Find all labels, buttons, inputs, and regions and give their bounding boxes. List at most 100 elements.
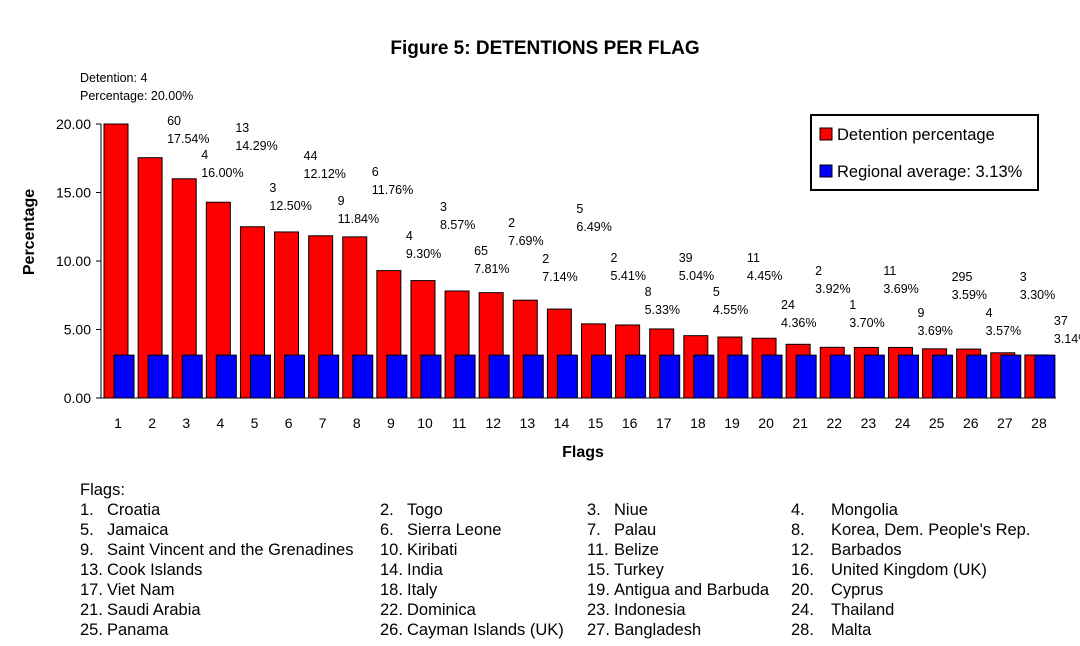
flag-key-number: 5. xyxy=(80,521,94,539)
x-tick-label: 28 xyxy=(1031,415,1047,431)
regional-average-bar xyxy=(113,354,135,399)
x-tick-label: 26 xyxy=(963,415,979,431)
flag-key-number: 4. xyxy=(791,501,805,519)
regional-average-bar xyxy=(454,354,476,399)
y-tick-label: 15.00 xyxy=(56,185,91,201)
regional-average-bar xyxy=(215,354,237,399)
flag-key-name: Togo xyxy=(407,501,443,519)
regional-average-bar xyxy=(556,354,578,399)
regional-average-bar xyxy=(249,354,271,399)
data-label-percentage: 11.76% xyxy=(372,183,413,197)
data-label-percentage: 6.49% xyxy=(576,220,611,234)
data-label-count: 11 xyxy=(747,251,760,265)
flag-key-name: India xyxy=(407,561,443,579)
flag-key-number: 3. xyxy=(587,501,601,519)
flag-key-number: 11. xyxy=(587,541,609,559)
flag-key-item: 12. Barbados xyxy=(791,540,902,560)
flag-key-item: 13. Cook Islands xyxy=(80,560,202,580)
regional-average-bar xyxy=(284,354,306,399)
data-label-percentage: 14.29% xyxy=(235,139,277,153)
regional-average-bar xyxy=(727,354,749,399)
flag-key-name: Croatia xyxy=(107,501,161,519)
flag-key-name: Saudi Arabia xyxy=(107,601,201,619)
data-label-count: 13 xyxy=(235,121,249,135)
flag-key-name: Belize xyxy=(614,541,659,559)
regional-average-bar xyxy=(761,354,783,399)
flag-key-number: 15. xyxy=(587,561,610,579)
regional-average-bar xyxy=(181,354,203,399)
data-label-count: 6 xyxy=(372,165,379,179)
flag-key-number: 21. xyxy=(80,601,103,619)
data-label-count: 2 xyxy=(508,216,515,230)
flags-key-header: Flags: xyxy=(80,481,125,499)
flag-key-item: 4. Mongolia xyxy=(791,500,898,520)
flag-key-item: 6. Sierra Leone xyxy=(380,520,501,540)
flag-key-item: 16. United Kingdom (UK) xyxy=(791,560,987,580)
data-label-percentage: Percentage: 20.00% xyxy=(80,89,193,103)
data-label-count: 3 xyxy=(269,181,276,195)
flag-key-name: Turkey xyxy=(614,561,664,579)
regional-average-bar xyxy=(863,354,885,399)
flag-key-number: 7. xyxy=(587,521,601,539)
flag-key-name: Cook Islands xyxy=(107,561,203,579)
x-tick-label: 5 xyxy=(251,415,259,431)
flag-key-number: 28. xyxy=(791,621,814,639)
regional-average-bar xyxy=(966,354,988,399)
data-label-percentage: 4.36% xyxy=(781,316,816,330)
data-label-count: 8 xyxy=(645,285,652,299)
detentions-chart: Figure 5: DETENTIONS PER FLAG Percentage… xyxy=(21,38,1080,461)
flag-key-item: 9. Saint Vincent and the Grenadines xyxy=(80,540,353,560)
flag-key-item: 21. Saudi Arabia xyxy=(80,600,201,620)
legend-label-detention: Detention percentage xyxy=(837,126,995,144)
data-label-percentage: 12.12% xyxy=(304,167,346,181)
data-label-count: 9 xyxy=(338,194,345,208)
x-tick-label: 4 xyxy=(216,415,224,431)
data-label-percentage: 3.59% xyxy=(952,288,987,302)
regional-average-bar xyxy=(625,354,647,399)
flag-key-number: 18. xyxy=(380,581,403,599)
flag-key-number: 16. xyxy=(791,561,814,579)
flag-key-item: 22. Dominica xyxy=(380,600,476,620)
data-label-count: 44 xyxy=(304,149,318,163)
x-tick-label: 13 xyxy=(520,415,536,431)
data-label-count: 1 xyxy=(849,298,856,312)
data-label-count: 24 xyxy=(781,298,795,312)
regional-average-bar xyxy=(932,354,954,399)
x-tick-label: 20 xyxy=(758,415,774,431)
x-tick-label: 16 xyxy=(622,415,638,431)
data-label-percentage: 3.70% xyxy=(849,316,884,330)
x-tick-label: 10 xyxy=(417,415,433,431)
data-label-count: 2 xyxy=(611,251,618,265)
regional-average-bar xyxy=(522,354,544,399)
flag-key-item: 19. Antigua and Barbuda xyxy=(587,580,769,600)
x-tick-label: 11 xyxy=(452,415,467,431)
data-label-percentage: 4.55% xyxy=(713,303,748,317)
flag-key-name: Jamaica xyxy=(107,521,169,539)
flag-key-name: Antigua and Barbuda xyxy=(614,581,770,599)
data-label-count: 2 xyxy=(542,252,549,266)
flag-key-name: Mongolia xyxy=(831,501,898,519)
detention-bar xyxy=(103,123,129,399)
data-label-percentage: 11.84% xyxy=(338,212,379,226)
flag-key-name: Saint Vincent and the Grenadines xyxy=(107,541,354,559)
data-label-percentage: 12.50% xyxy=(269,199,311,213)
data-label-percentage: 9.30% xyxy=(406,247,441,261)
regional-average-bar xyxy=(420,354,442,399)
x-tick-label: 12 xyxy=(485,415,501,431)
flag-key-number: 10. xyxy=(380,541,403,559)
x-tick-label: 23 xyxy=(861,415,877,431)
x-tick-label: 17 xyxy=(656,415,672,431)
regional-average-bar xyxy=(897,354,919,399)
y-axis-title: Percentage xyxy=(21,189,38,275)
flag-key-name: Kiribati xyxy=(407,541,458,559)
flag-key-number: 19. xyxy=(587,581,610,599)
data-label-percentage: 3.57% xyxy=(986,324,1021,338)
data-label-percentage: 17.54% xyxy=(167,132,209,146)
data-label-percentage: 7.14% xyxy=(542,270,577,284)
x-tick-label: 24 xyxy=(895,415,911,431)
data-label-percentage: 7.69% xyxy=(508,234,543,248)
flag-key-item: 2. Togo xyxy=(380,500,443,520)
chart-legend: Detention percentage Regional average: 3… xyxy=(810,114,1039,191)
regional-average-bar xyxy=(829,354,851,399)
data-label-count: 295 xyxy=(952,270,973,284)
